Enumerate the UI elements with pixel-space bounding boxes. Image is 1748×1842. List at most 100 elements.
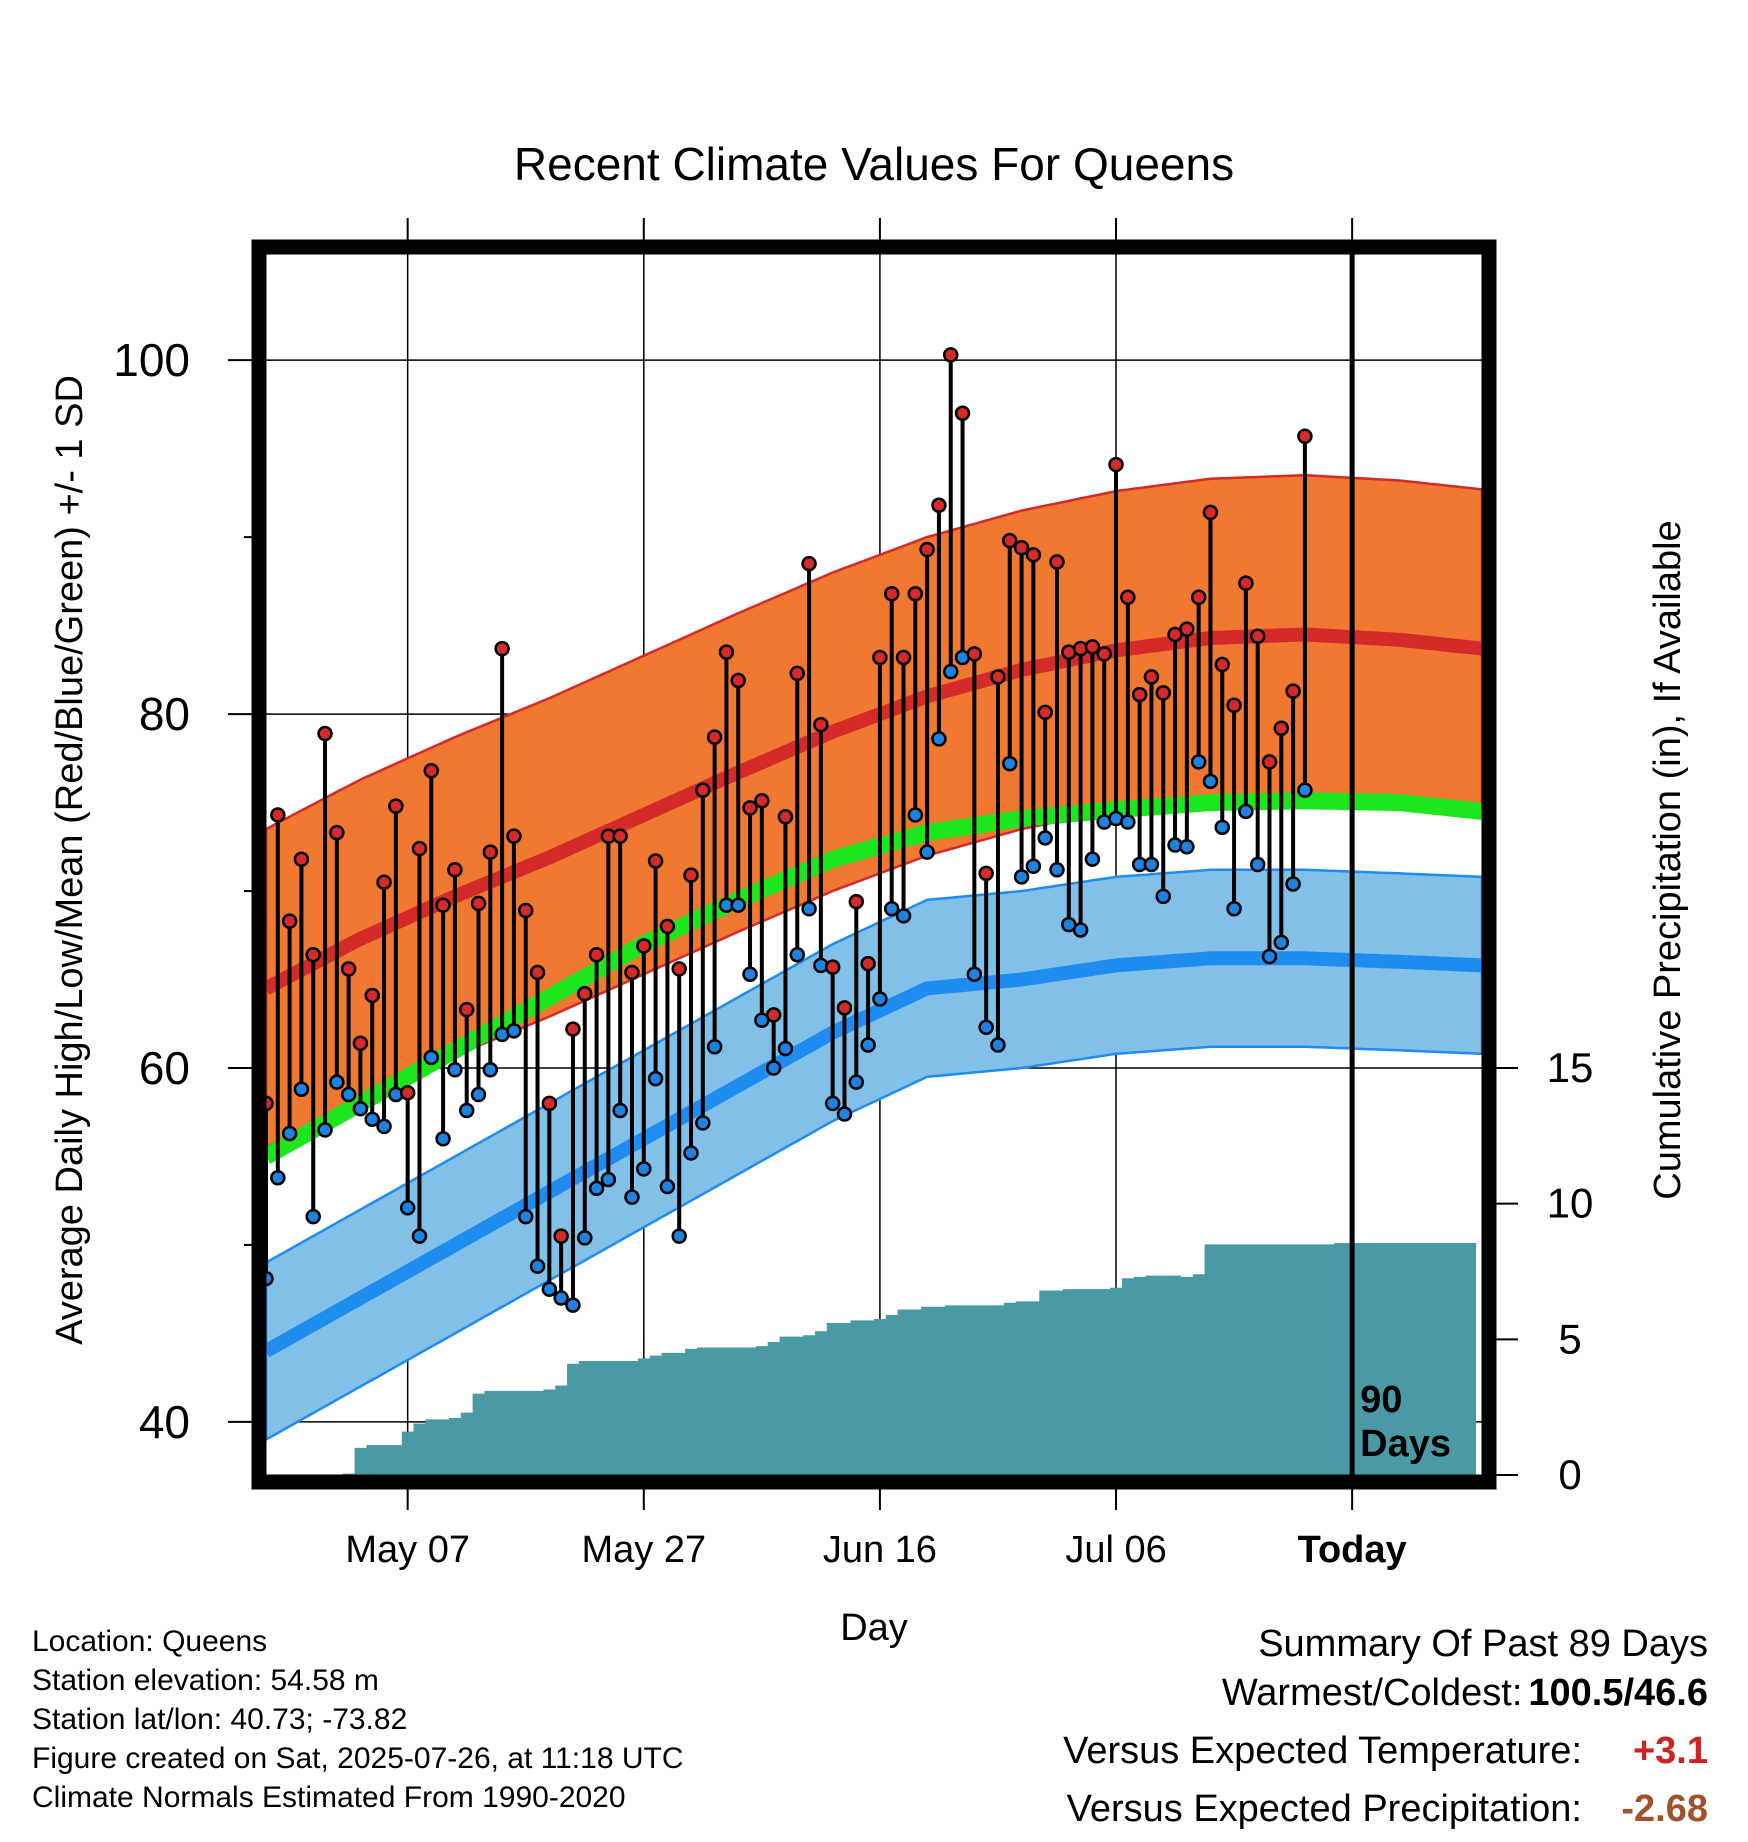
high-temp-point bbox=[1143, 669, 1160, 685]
high-temp-point bbox=[695, 782, 711, 798]
high-temp-point bbox=[801, 555, 817, 572]
high-temp-point bbox=[1190, 589, 1207, 606]
info-elevation: Station elevation: 54.58 m bbox=[32, 1664, 379, 1697]
low-temp-point bbox=[329, 1074, 345, 1090]
x-tick-label: Today bbox=[1298, 1529, 1407, 1571]
high-temp-point bbox=[1285, 683, 1301, 699]
low-temp-point bbox=[517, 1208, 534, 1225]
x-tick-label: Jul 06 bbox=[1065, 1529, 1166, 1571]
high-temp-point bbox=[978, 865, 994, 882]
info-created: Figure created on Sat, 2025-07-26, at 11… bbox=[32, 1742, 684, 1775]
high-temp-point bbox=[577, 985, 593, 1002]
high-temp-point bbox=[765, 1007, 782, 1023]
low-temp-point bbox=[1143, 856, 1160, 873]
low-temp-point bbox=[730, 897, 746, 913]
low-temp-point bbox=[706, 1039, 723, 1055]
low-temp-point bbox=[824, 1095, 841, 1112]
high-temp-point bbox=[470, 895, 487, 912]
low-temp-point bbox=[683, 1145, 699, 1161]
x-tick-label: May 07 bbox=[345, 1529, 470, 1571]
high-temp-point bbox=[494, 640, 510, 657]
low-temp-point bbox=[1249, 856, 1266, 873]
high-temp-point bbox=[942, 347, 959, 363]
high-temp-point bbox=[1131, 686, 1148, 703]
low-temp-point bbox=[1013, 869, 1030, 885]
high-temp-point bbox=[1273, 720, 1290, 736]
low-temp-point bbox=[482, 1062, 499, 1078]
low-temp-point bbox=[305, 1208, 321, 1225]
low-temp-point bbox=[860, 1037, 876, 1053]
low-temp-point bbox=[506, 1023, 522, 1039]
low-temp-point bbox=[447, 1062, 463, 1078]
high-temp-point bbox=[789, 665, 806, 682]
y-tick-label: 40 bbox=[139, 1396, 190, 1448]
high-temp-point bbox=[270, 807, 286, 823]
low-temp-point bbox=[1226, 900, 1242, 917]
low-temp-point bbox=[1084, 851, 1101, 867]
low-temp-point bbox=[1261, 948, 1278, 965]
low-temp-point bbox=[1120, 814, 1136, 830]
high-temp-point bbox=[447, 862, 463, 878]
precip-anomaly-value: -2.68 bbox=[1621, 1788, 1708, 1830]
info-latlon: Station lat/lon: 40.73; -73.82 bbox=[32, 1703, 408, 1736]
high-temp-point bbox=[848, 893, 865, 910]
high-temp-point bbox=[482, 844, 499, 860]
summary-warm-cold-row: Warmest/Coldest: 100.5/46.6 bbox=[1063, 1668, 1708, 1726]
y2-tick-label: 0 bbox=[1558, 1451, 1581, 1498]
high-temp-point bbox=[883, 586, 900, 602]
low-temp-point bbox=[966, 966, 983, 982]
high-temp-point bbox=[966, 646, 983, 662]
summary-block: Summary Of Past 89 Days Warmest/Coldest:… bbox=[1063, 1620, 1708, 1842]
high-temp-point bbox=[1202, 504, 1219, 521]
low-temp-point bbox=[458, 1102, 475, 1119]
temp-anomaly-label: Versus Expected Temperature: bbox=[1063, 1730, 1582, 1772]
y2-tick-label: 5 bbox=[1558, 1315, 1581, 1362]
low-temp-point bbox=[942, 663, 959, 680]
low-temp-point bbox=[376, 1118, 392, 1135]
high-temp-point bbox=[1261, 754, 1278, 770]
high-temp-point bbox=[671, 961, 687, 977]
plot-frame bbox=[251, 239, 1497, 1490]
high-temp-point bbox=[872, 649, 888, 666]
high-temp-point bbox=[1120, 589, 1136, 606]
low-temp-point bbox=[1049, 862, 1065, 878]
y-tick-label: 80 bbox=[139, 688, 190, 740]
high-temp-point bbox=[423, 762, 440, 779]
high-temp-point bbox=[329, 824, 345, 841]
low-temp-point bbox=[281, 1125, 298, 1142]
x-tick-label: Jun 16 bbox=[823, 1529, 937, 1571]
high-temp-point bbox=[730, 672, 746, 689]
high-temp-point bbox=[860, 955, 876, 972]
low-temp-point bbox=[1155, 888, 1171, 905]
x-axis-label: Day bbox=[840, 1607, 908, 1649]
high-temp-point bbox=[364, 987, 381, 1004]
high-temp-point bbox=[588, 946, 605, 963]
high-temp-point bbox=[742, 800, 758, 816]
chart-title: Recent Climate Values For Queens bbox=[514, 138, 1234, 190]
high-temp-point bbox=[1084, 639, 1101, 655]
high-temp-point bbox=[931, 497, 947, 514]
high-temp-point bbox=[376, 874, 392, 890]
low-temp-point bbox=[1285, 876, 1301, 892]
low-temp-point bbox=[435, 1131, 451, 1147]
info-location: Location: Queens bbox=[32, 1625, 268, 1658]
high-temp-point bbox=[529, 964, 546, 981]
low-temp-point bbox=[577, 1230, 593, 1246]
warm-cold-label: Warmest/Coldest: bbox=[1221, 1672, 1523, 1714]
high-temp-point bbox=[895, 649, 912, 666]
high-temp-point bbox=[612, 828, 628, 844]
low-temp-point bbox=[541, 1281, 558, 1297]
low-temp-point bbox=[659, 1178, 676, 1195]
high-temp-point bbox=[1025, 547, 1042, 563]
low-temp-point bbox=[340, 1086, 357, 1103]
low-temp-point bbox=[671, 1228, 687, 1244]
low-temp-point bbox=[931, 731, 947, 747]
low-temp-point bbox=[317, 1122, 333, 1138]
high-temp-point bbox=[305, 946, 321, 963]
y2-tick-label: 15 bbox=[1547, 1044, 1594, 1091]
high-normal-line bbox=[266, 627, 1482, 995]
low-temp-point bbox=[364, 1111, 381, 1128]
low-temp-point bbox=[636, 1161, 652, 1177]
y-axis-label: Average Daily High/Low/Mean (Red/Blue/Gr… bbox=[49, 375, 91, 1345]
